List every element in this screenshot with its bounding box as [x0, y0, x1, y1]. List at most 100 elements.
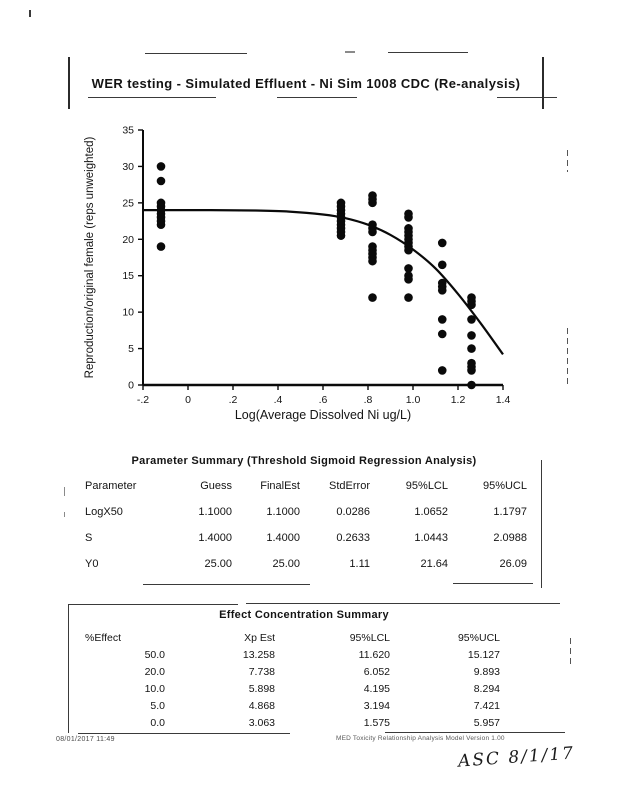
param-cell: 1.1000 [266, 506, 300, 518]
scatter-point [404, 293, 413, 302]
param-cell: 2.0988 [493, 532, 527, 544]
effect-col-header: %Effect [85, 632, 121, 644]
y-tick-label: 25 [122, 197, 134, 209]
scatter-point [467, 315, 476, 324]
param-cell: LogX50 [85, 506, 123, 518]
effect-cell: 13.258 [242, 649, 275, 661]
footer-software-version: MED Toxicity Relationship Analysis Model… [336, 735, 505, 742]
parameter-summary-table: Parameter Guess FinalEst StdError 95%LCL 95%U… [85, 480, 527, 584]
param-cell: 1.0652 [414, 506, 448, 518]
scatter-point [437, 366, 447, 375]
effect-cell: 7.738 [248, 666, 275, 678]
scan-artifact [29, 10, 31, 17]
effect-cell: 1.575 [363, 717, 390, 729]
effect-cell: 50.0 [144, 649, 165, 661]
footer-datetime: 08/01/2017 11:49 [56, 736, 115, 743]
report-title-box: WER testing - Simulated Effluent - Ni Si… [68, 57, 544, 109]
effect-cell: 11.620 [358, 649, 390, 661]
effect-col-header: 95%LCL [349, 632, 390, 644]
x-tick-label: 1.4 [496, 394, 511, 406]
effect-box-top-line [68, 604, 238, 605]
scatter-point [404, 264, 413, 273]
effect-summary-table: %Effect Xp Est 95%LCL 95%UCL 50.0 13.258 11.62… [85, 632, 500, 734]
scatter-point [404, 275, 413, 284]
effect-cell: 10.0 [144, 683, 165, 695]
scan-artifact [145, 53, 247, 54]
scatter-point [437, 285, 447, 295]
scatter-point [437, 329, 447, 339]
param-cell: 1.4000 [266, 532, 300, 544]
param-col-header: StdError [329, 480, 370, 492]
scan-artifact [497, 97, 557, 98]
scan-artifact [567, 328, 568, 388]
param-cell: 0.2633 [336, 532, 370, 544]
param-col-header: Parameter [85, 480, 137, 492]
effect-cell: 6.052 [363, 666, 390, 678]
param-cell: 1.11 [349, 558, 370, 570]
scatter-point [156, 162, 166, 171]
effect-col-header: 95%UCL [457, 632, 500, 644]
scatter-point [404, 213, 413, 222]
scatter-point [368, 256, 377, 266]
scatter-point [467, 331, 476, 340]
scatter-point [368, 198, 377, 208]
y-tick-label: 5 [128, 343, 134, 355]
scatter-point [467, 344, 476, 353]
effect-summary-title: Effect Concentration Summary [219, 609, 389, 621]
handwritten-note: ASC 8/1/17 [457, 743, 576, 772]
scan-artifact [64, 487, 65, 496]
scatter-point [156, 242, 166, 251]
x-tick-label: .2 [229, 394, 238, 406]
param-cell: 1.0443 [414, 532, 448, 544]
param-cell: 26.09 [499, 558, 527, 570]
param-col-header: Guess [200, 480, 232, 492]
parameter-summary-title: Parameter Summary (Threshold Sigmoid Reg… [131, 455, 477, 467]
scatter-point [368, 227, 377, 237]
effect-box-bottom-line [385, 732, 565, 733]
effect-cell: 8.294 [473, 683, 500, 695]
scatter-point [336, 231, 346, 240]
scan-artifact [388, 52, 468, 53]
param-col-header: 95%UCL [482, 480, 527, 492]
scatter-point [156, 176, 166, 186]
y-tick-label: 30 [122, 161, 134, 173]
y-axis-label: Reproduction/original female (reps unwei… [84, 137, 96, 379]
scatter-point [437, 238, 447, 248]
scan-artifact [345, 51, 355, 53]
param-cell: 0.0286 [336, 506, 370, 518]
scatter-point [437, 260, 447, 270]
x-axis-label: Log(Average Dissolved Ni ug/L) [235, 408, 411, 422]
x-tick-label: 1.0 [406, 394, 421, 406]
scatter-point [404, 245, 413, 255]
param-col-header: 95%LCL [405, 480, 448, 492]
effect-cell: 3.063 [248, 717, 275, 729]
effect-box-top-line [246, 603, 560, 604]
effect-cell: 4.195 [363, 683, 390, 695]
y-tick-label: 20 [122, 234, 134, 246]
x-tick-label: -.2 [137, 394, 149, 406]
effect-cell: 5.0 [150, 700, 165, 712]
y-tick-label: 15 [122, 270, 134, 282]
param-cell: 21.64 [420, 558, 448, 570]
scan-artifact [570, 638, 571, 666]
effect-cell: 9.893 [473, 666, 500, 678]
effect-col-header: Xp Est [244, 632, 275, 644]
param-cell: 1.1797 [493, 506, 527, 518]
effect-box-bottom-line [78, 733, 290, 734]
param-cell: 25.00 [204, 558, 232, 570]
scatter-point [467, 380, 476, 390]
x-tick-label: 0 [185, 394, 191, 406]
effect-cell: 20.0 [144, 666, 165, 678]
param-cell: 25.00 [272, 558, 300, 570]
scatter-point [156, 220, 166, 230]
param-cell: S [85, 532, 93, 544]
y-tick-label: 0 [128, 380, 134, 392]
effect-cell: 7.421 [473, 700, 500, 712]
effect-box-left-line [68, 604, 69, 733]
effect-cell: 0.0 [150, 717, 165, 729]
scan-artifact [143, 584, 310, 585]
effect-cell: 15.127 [467, 649, 500, 661]
effect-cell: 5.898 [248, 683, 275, 695]
scatter-point [467, 366, 476, 375]
